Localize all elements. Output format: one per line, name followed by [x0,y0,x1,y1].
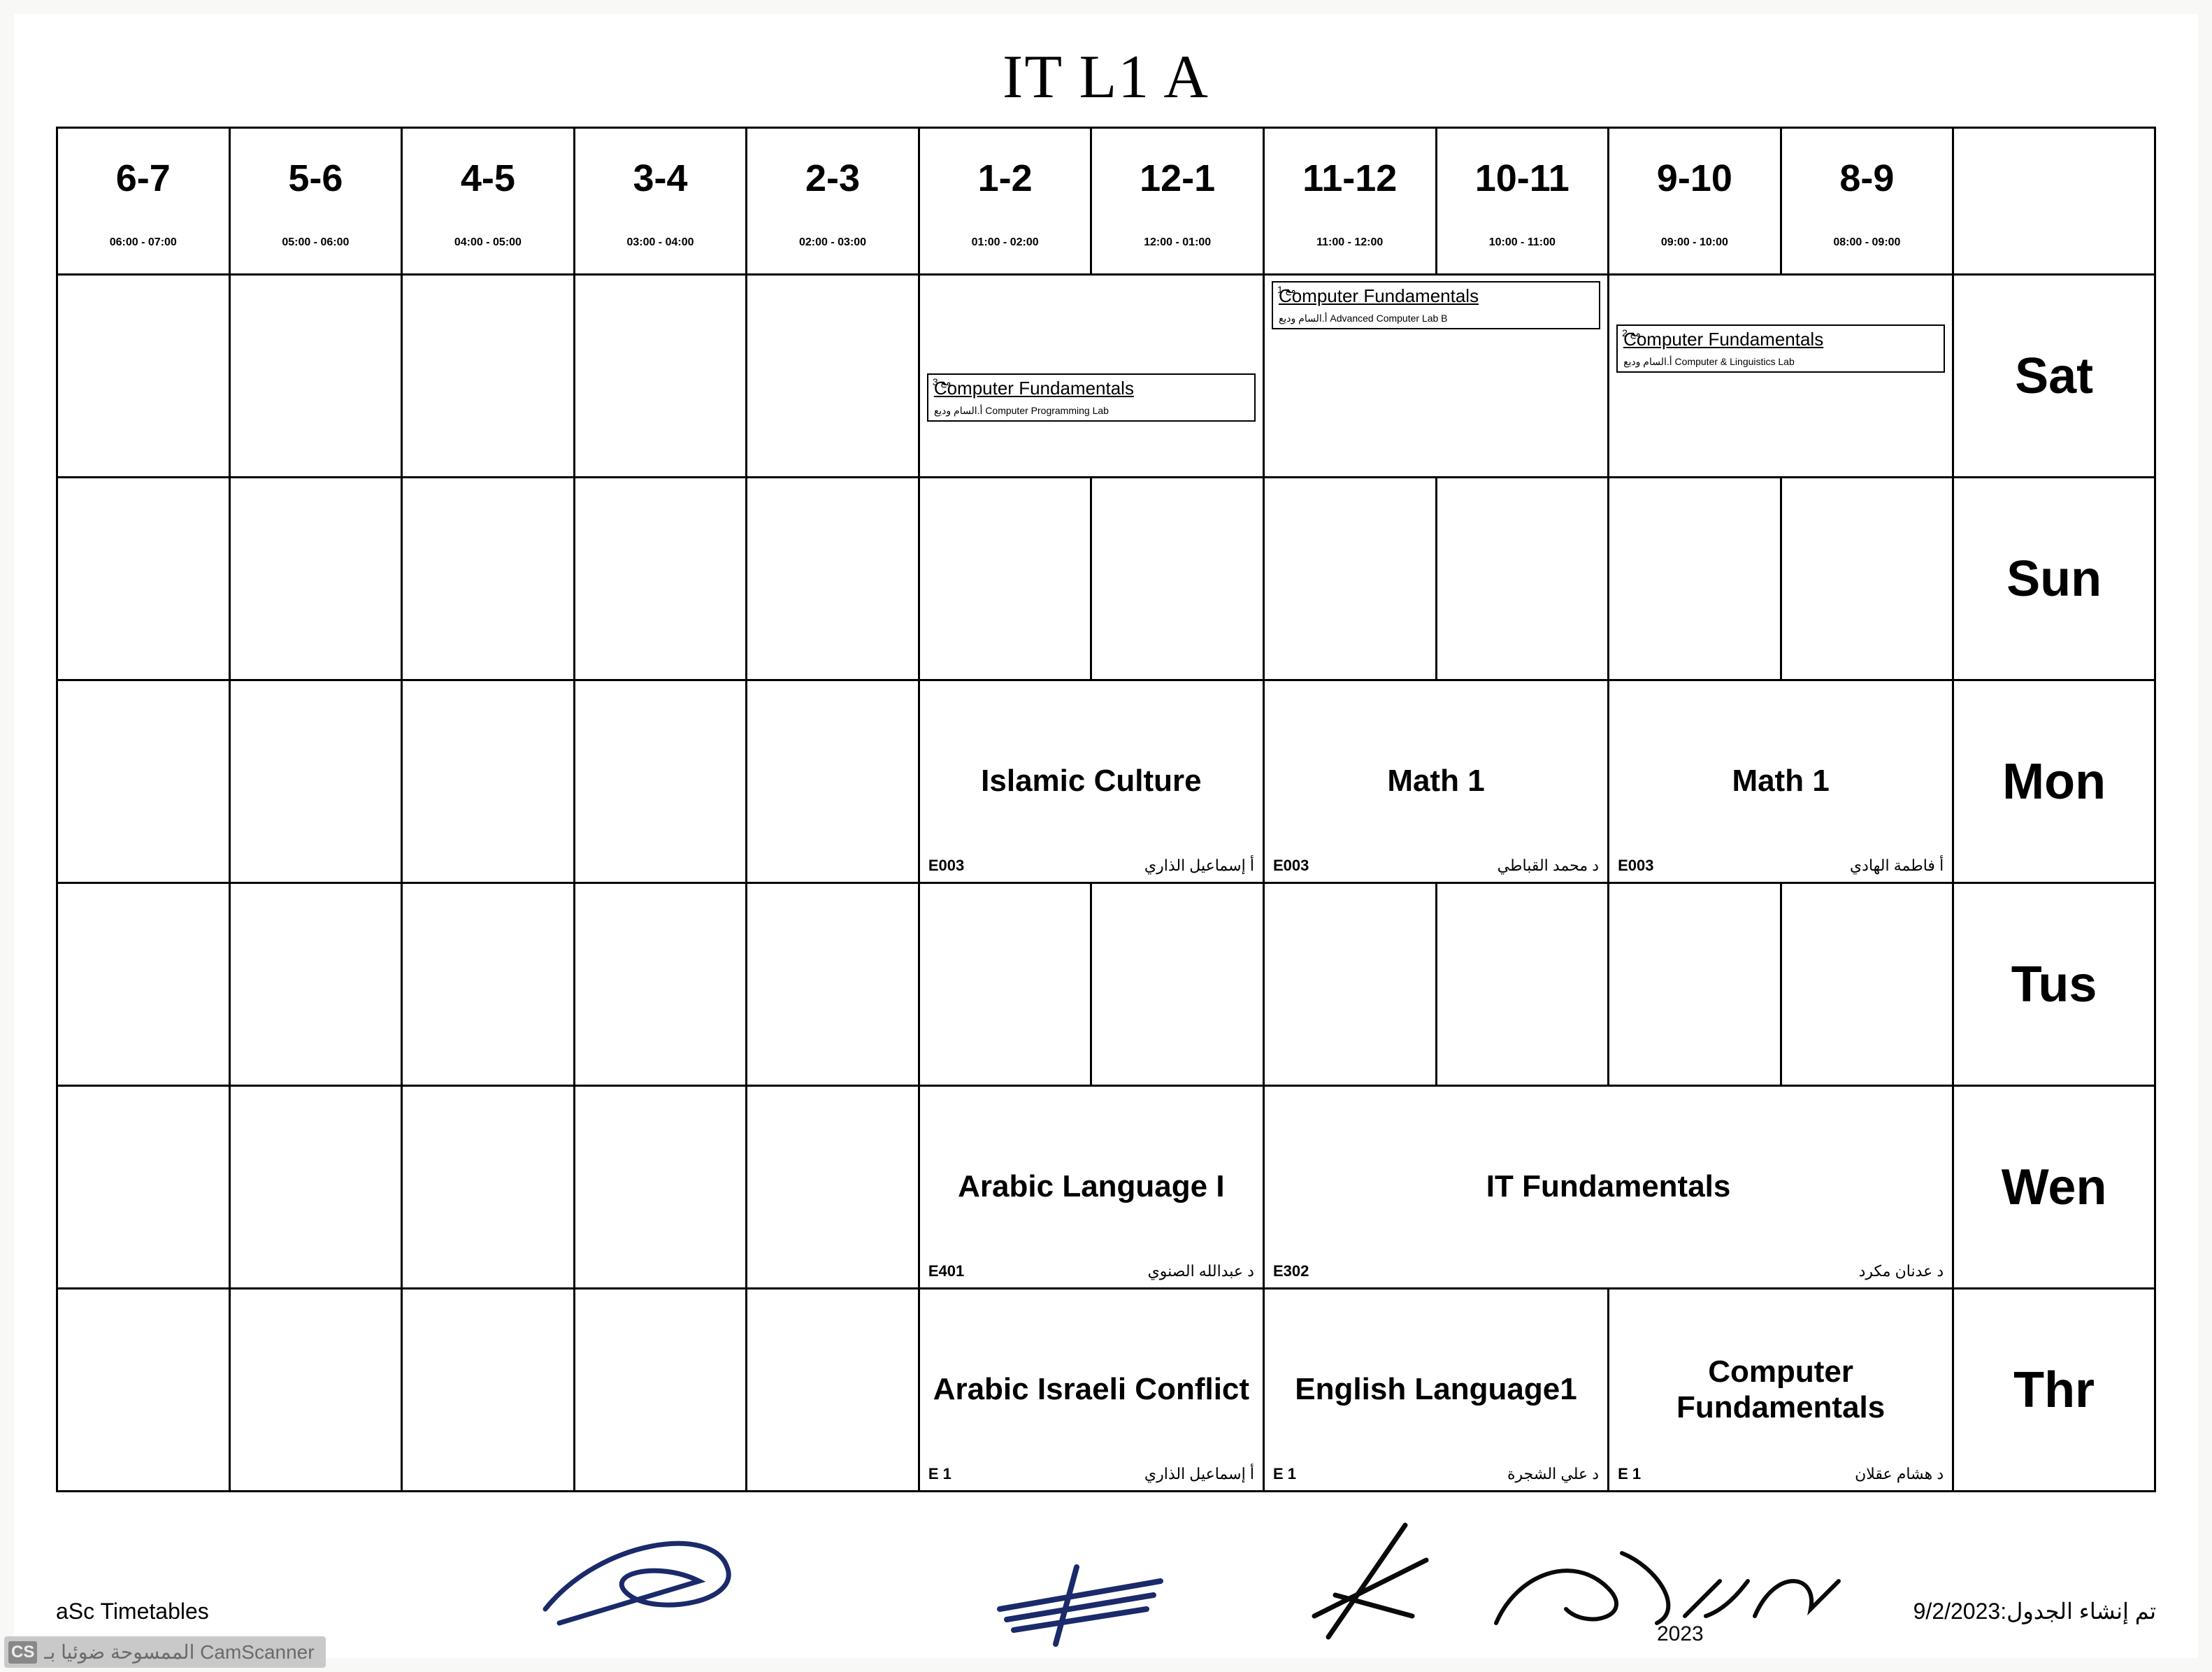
day-cell: Tus [1953,883,2155,1086]
cell [402,1086,575,1289]
day-cell: Mon [1953,680,2155,883]
cell [1091,478,1264,680]
cell-sat-8-10: 2 مع Computer Fundamentals أ.السام وديع … [1609,275,1953,478]
cell [402,680,575,883]
sat-block-3: 3 مع Computer Fundamentals أ.السام وديع … [927,373,1256,422]
day-cell: Wen [1953,1086,2155,1289]
cell-mon-math1b: Math 1 د محمد القباطي E003 [1263,680,1608,883]
row-thr: Arabic Israeli Conflict أ إسماعيل الذاري… [57,1289,2155,1492]
cell [229,883,402,1086]
cell [574,478,747,680]
cell [229,1086,402,1289]
period-header: 12-112:00 - 01:00 [1091,128,1264,275]
cell [919,478,1091,680]
cell-wen-itfund: IT Fundamentals د عدنان مكرد E302 [1263,1086,1953,1289]
cell [57,883,230,1086]
cell [747,1086,919,1289]
cell-wen-arabic1: Arabic Language I د عبدالله الصنوي E401 [919,1086,1263,1289]
signature-4: 2023 [1475,1511,1769,1651]
period-header: 9-1009:00 - 10:00 [1609,128,1781,275]
signature-5 [1734,1539,1860,1644]
cell [402,478,575,680]
period-header: 10-1110:00 - 11:00 [1436,128,1609,275]
cell [57,680,230,883]
row-wen: Arabic Language I د عبدالله الصنوي E401 … [57,1086,2155,1289]
period-header: 5-605:00 - 06:00 [229,128,402,275]
sat-block-1: 1 مع Computer Fundamentals أ.السام وديع … [1272,281,1600,329]
cell [1091,883,1264,1086]
signature-3 [1286,1511,1454,1651]
cell [1263,883,1436,1086]
timetable: 6-706:00 - 07:00 5-605:00 - 06:00 4-504:… [56,127,2156,1492]
row-mon: Islamic Culture أ إسماعيل الذاري E003 Ma… [57,680,2155,883]
cell [747,680,919,883]
period-header: 1-201:00 - 02:00 [919,128,1091,275]
cell [57,1086,230,1289]
cs-icon: CS [8,1641,37,1664]
cell [919,883,1091,1086]
cell [229,680,402,883]
svg-text:2023: 2023 [1657,1622,1704,1645]
cell [57,275,230,478]
cell [574,1289,747,1492]
timetable-page: IT L1 A 6-706:00 - 07:00 5-605:00 - 06:0… [14,14,2198,1658]
cell [747,1289,919,1492]
timetable-wrap: 6-706:00 - 07:00 5-605:00 - 06:00 4-504:… [56,127,2156,1492]
cell [229,478,402,680]
cell [747,275,919,478]
cell-thr-compfund: Computer Fundamentals د هشام عقلان E 1 [1609,1289,1953,1492]
period-header: 3-403:00 - 04:00 [574,128,747,275]
row-tus: Tus [57,883,2155,1086]
row-sat: 3 مع Computer Fundamentals أ.السام وديع … [57,275,2155,478]
cell [229,275,402,478]
day-cell: Sun [1953,478,2155,680]
cell-mon-islamic: Islamic Culture أ إسماعيل الذاري E003 [919,680,1263,883]
cell [574,275,747,478]
header-row: 6-706:00 - 07:00 5-605:00 - 06:00 4-504:… [57,128,2155,275]
footer-left: aSc Timetables [56,1599,209,1624]
cell [1436,478,1609,680]
cell [574,680,747,883]
cell-mon-math1a: Math 1 أ فاطمة الهادي E003 [1609,680,1953,883]
cell-sat-12-2: 3 مع Computer Fundamentals أ.السام وديع … [919,275,1263,478]
row-sun: Sun [57,478,2155,680]
cell [402,1289,575,1492]
cell [229,1289,402,1492]
cell [402,275,575,478]
cell-thr-aiconflict: Arabic Israeli Conflict أ إسماعيل الذاري… [919,1289,1263,1492]
camscanner-badge: CS الممسوحة ضوئيا بـ CamScanner [4,1636,326,1668]
cell [1263,478,1436,680]
period-header: 6-706:00 - 07:00 [57,128,230,275]
sat-block-2: 2 مع Computer Fundamentals أ.السام وديع … [1616,324,1945,373]
page-title: IT L1 A [56,42,2156,113]
cell-thr-english1: English Language1 د علي الشجرة E 1 [1263,1289,1608,1492]
day-cell: Thr [1953,1289,2155,1492]
cell [747,883,919,1086]
cell [57,478,230,680]
cell [1781,478,1953,680]
signature-1 [517,1483,811,1637]
signature-2 [979,1539,1188,1651]
cell [1781,883,1953,1086]
cell [57,1289,230,1492]
cell [1436,883,1609,1086]
cell-sat-10-12: 1 مع Computer Fundamentals أ.السام وديع … [1263,275,1608,478]
cell [1609,883,1781,1086]
day-cell: Sat [1953,275,2155,478]
cell [574,1086,747,1289]
footer-right: تم إنشاء الجدول:9/2/2023 [1913,1598,2156,1624]
cell [1609,478,1781,680]
day-header-blank [1953,128,2155,275]
cell [747,478,919,680]
period-header: 4-504:00 - 05:00 [402,128,575,275]
cell [574,883,747,1086]
period-header: 8-908:00 - 09:00 [1781,128,1953,275]
scanner-text: الممسوحة ضوئيا بـ CamScanner [44,1641,314,1664]
period-header: 2-302:00 - 03:00 [747,128,919,275]
period-header: 11-1211:00 - 12:00 [1263,128,1436,275]
cell [402,883,575,1086]
